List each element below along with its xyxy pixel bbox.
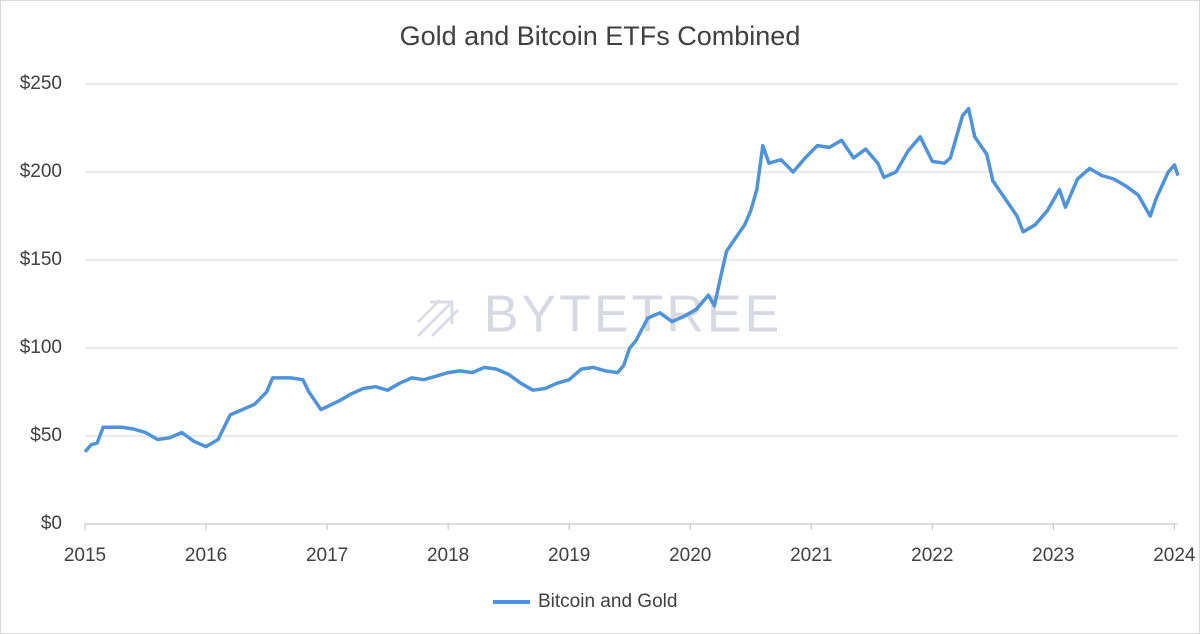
x-tick-label: 2024	[1153, 545, 1196, 566]
y-tick-label: $0	[41, 513, 62, 534]
x-tick-label: 2022	[911, 545, 953, 566]
x-tick-label: 2020	[669, 545, 711, 566]
x-tick-label: 2021	[790, 545, 832, 566]
watermark: BYTETREE	[484, 286, 783, 344]
y-tick-label: $150	[20, 249, 62, 270]
watermark-icon	[416, 298, 460, 338]
x-tick-label: 2018	[427, 545, 469, 566]
y-tick-label: $50	[30, 425, 62, 446]
y-tick-label: $250	[20, 73, 62, 94]
y-tick-label: $200	[20, 161, 62, 182]
x-tick-label: 2017	[306, 545, 348, 566]
y-tick-label: $100	[20, 337, 62, 358]
x-tick-label: 2015	[64, 545, 106, 566]
series-line	[83, 106, 1180, 453]
x-tick-label: 2019	[548, 545, 590, 566]
chart-title: Gold and Bitcoin ETFs Combined	[400, 21, 801, 51]
legend-label: Bitcoin and Gold	[538, 591, 677, 612]
x-tick-label: 2023	[1032, 545, 1074, 566]
x-tick-label: 2016	[185, 545, 227, 566]
